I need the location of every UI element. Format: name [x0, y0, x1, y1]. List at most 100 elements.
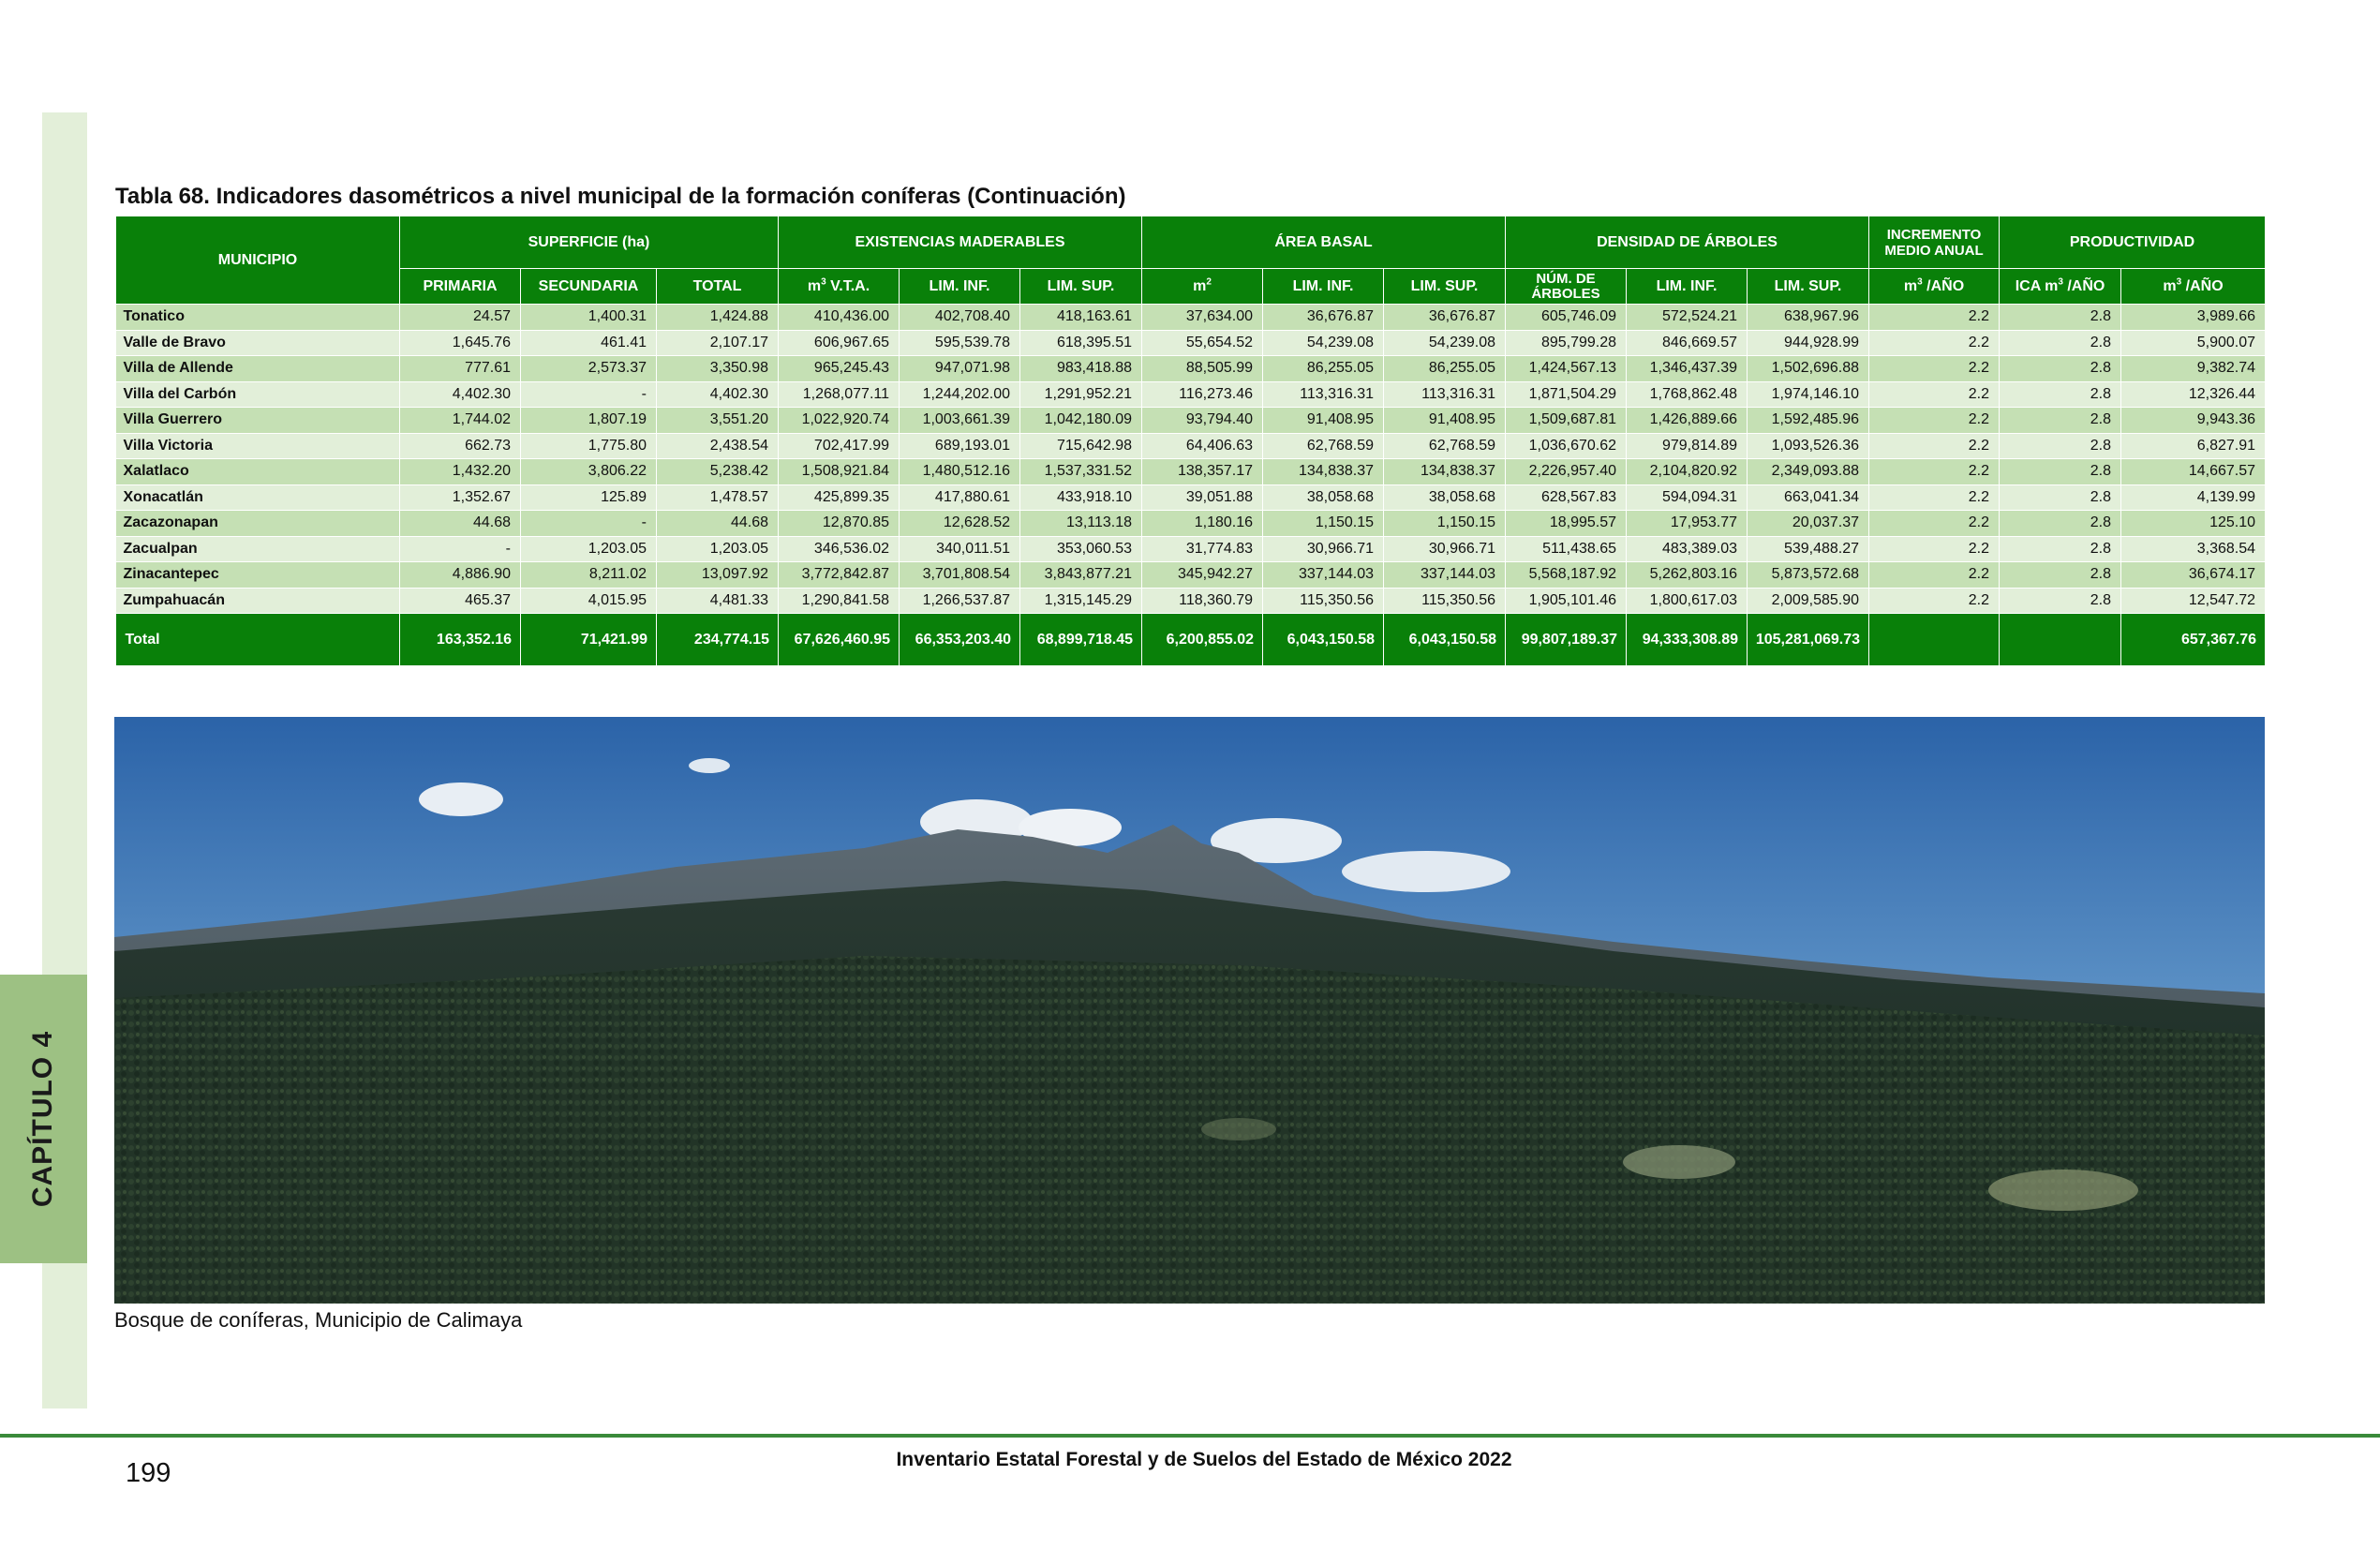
value-cell: 1,093,526.36 — [1747, 433, 1870, 459]
table-row: Zinacantepec 4,886.90 8,211.02 13,097.92 3,7… — [115, 561, 2267, 589]
value-cell: 2.8 — [1999, 588, 2122, 614]
value-cell: 62,768.59 — [1383, 433, 1507, 459]
forest-photo — [114, 717, 2265, 1304]
value-cell: 37,634.00 — [1141, 304, 1264, 331]
value-cell: 572,524.21 — [1626, 304, 1748, 331]
value-cell: 662.73 — [399, 433, 521, 459]
value-cell: 2.8 — [1999, 304, 2122, 331]
value-cell: 1,315,145.29 — [1019, 588, 1143, 614]
value-cell: 2.2 — [1868, 330, 2001, 356]
value-cell: 353,060.53 — [1019, 536, 1143, 562]
value-cell: 944,928.99 — [1747, 330, 1870, 356]
subheader-m2: m2 — [1141, 268, 1264, 305]
value-cell: 20,037.37 — [1747, 510, 1870, 537]
total-value-cell: 163,352.16 — [399, 613, 521, 665]
value-cell: 91,408.95 — [1262, 407, 1385, 434]
value-cell: 965,245.43 — [778, 355, 900, 382]
value-cell: 5,568,187.92 — [1505, 561, 1628, 589]
value-cell: 2.2 — [1868, 510, 2001, 537]
subheader-ica: ICA m3 /AÑO — [1999, 268, 2122, 305]
value-cell: 1,266,537.87 — [899, 588, 1020, 614]
value-cell: 2.2 — [1868, 588, 2001, 614]
value-cell: 1,480,512.16 — [899, 458, 1020, 485]
value-cell: 4,015.95 — [520, 588, 657, 614]
total-value-cell — [1999, 613, 2122, 665]
subheader-area-lim-sup: LIM. SUP. — [1383, 268, 1507, 305]
value-cell: 31,774.83 — [1141, 536, 1264, 562]
value-cell: 337,144.03 — [1262, 561, 1385, 589]
value-cell: 846,669.57 — [1626, 330, 1748, 356]
value-cell: 777.61 — [399, 355, 521, 382]
value-cell: 12,870.85 — [778, 510, 900, 537]
table-row: Zacualpan -1,203.05 1,203.05 346,536.02 340,… — [115, 536, 2267, 562]
subheader-productividad-unit: m3 /AÑO — [2120, 268, 2267, 305]
total-value-cell: 71,421.99 — [520, 613, 657, 665]
value-cell: 6,827.91 — [2120, 433, 2267, 459]
value-cell: 1,502,696.88 — [1747, 355, 1870, 382]
value-cell: 64,406.63 — [1141, 433, 1264, 459]
subheader-densidad-lim-inf: LIM. INF. — [1626, 268, 1748, 305]
value-cell: 1,424,567.13 — [1505, 355, 1628, 382]
value-cell: 38,058.68 — [1262, 484, 1385, 511]
value-cell: 2.2 — [1868, 304, 2001, 331]
table-row: Xonacatlán 1,352.67 125.89 1,478.57 425,899.… — [115, 484, 2267, 511]
value-cell: 86,255.05 — [1383, 355, 1507, 382]
value-cell: - — [520, 510, 657, 537]
value-cell: 2,573.37 — [520, 355, 657, 382]
value-cell: 14,667.57 — [2120, 458, 2267, 485]
subheader-num-arboles: NÚM. DE ÁRBOLES — [1505, 268, 1628, 305]
chapter-label: CAPÍTULO 4 — [27, 1030, 58, 1208]
value-cell: 1,775.80 — [520, 433, 657, 459]
header-densidad: DENSIDAD DE ÁRBOLES — [1505, 216, 1870, 269]
subheader-existencias-lim-inf: LIM. INF. — [899, 268, 1020, 305]
value-cell: 410,436.00 — [778, 304, 900, 331]
total-value-cell: 657,367.76 — [2120, 613, 2267, 665]
value-cell: 1,871,504.29 — [1505, 381, 1628, 408]
municipio-cell: Zacualpan — [115, 536, 400, 562]
subheader-secundaria: SECUNDARIA — [520, 268, 657, 305]
value-cell: 2.2 — [1868, 458, 2001, 485]
value-cell: 5,262,803.16 — [1626, 561, 1748, 589]
value-cell: 2.2 — [1868, 381, 2001, 408]
value-cell: 118,360.79 — [1141, 588, 1264, 614]
value-cell: 947,071.98 — [899, 355, 1020, 382]
value-cell: 628,567.83 — [1505, 484, 1628, 511]
value-cell: 4,402.30 — [399, 381, 521, 408]
value-cell: 62,768.59 — [1262, 433, 1385, 459]
value-cell: 55,654.52 — [1141, 330, 1264, 356]
value-cell: 1,592,485.96 — [1747, 407, 1870, 434]
value-cell: 30,966.71 — [1383, 536, 1507, 562]
value-cell: 1,150.15 — [1262, 510, 1385, 537]
value-cell: 1,537,331.52 — [1019, 458, 1143, 485]
subheader-total: TOTAL — [656, 268, 779, 305]
subheader-vta: m3 V.T.A. — [778, 268, 900, 305]
value-cell: 689,193.01 — [899, 433, 1020, 459]
value-cell: 2.2 — [1868, 433, 2001, 459]
value-cell: 1,036,670.62 — [1505, 433, 1628, 459]
value-cell: 125.10 — [2120, 510, 2267, 537]
value-cell: 715,642.98 — [1019, 433, 1143, 459]
value-cell: 594,094.31 — [1626, 484, 1748, 511]
value-cell: 1,003,661.39 — [899, 407, 1020, 434]
value-cell: 9,943.36 — [2120, 407, 2267, 434]
header-productividad: PRODUCTIVIDAD — [1999, 216, 2267, 269]
value-cell: 1,268,077.11 — [778, 381, 900, 408]
subheader-densidad-lim-sup: LIM. SUP. — [1747, 268, 1870, 305]
total-value-cell: 66,353,203.40 — [899, 613, 1020, 665]
value-cell: 605,746.09 — [1505, 304, 1628, 331]
total-value-cell — [1868, 613, 2001, 665]
indicators-table: MUNICIPIO SUPERFICIE (ha) EXISTENCIAS MA… — [115, 216, 2267, 665]
value-cell: 638,967.96 — [1747, 304, 1870, 331]
value-cell: 2.8 — [1999, 433, 2122, 459]
total-label: Total — [115, 613, 400, 665]
header-existencias: EXISTENCIAS MADERABLES — [777, 216, 1143, 269]
value-cell: - — [399, 536, 521, 562]
value-cell: 91,408.95 — [1383, 407, 1507, 434]
value-cell: 17,953.77 — [1626, 510, 1748, 537]
value-cell: 1,244,202.00 — [899, 381, 1020, 408]
municipio-cell: Villa del Carbón — [115, 381, 400, 408]
value-cell: 4,139.99 — [2120, 484, 2267, 511]
value-cell: 2.2 — [1868, 484, 2001, 511]
header-incremento: INCREMENTO MEDIO ANUAL — [1868, 216, 2001, 269]
value-cell: 2,104,820.92 — [1626, 458, 1748, 485]
